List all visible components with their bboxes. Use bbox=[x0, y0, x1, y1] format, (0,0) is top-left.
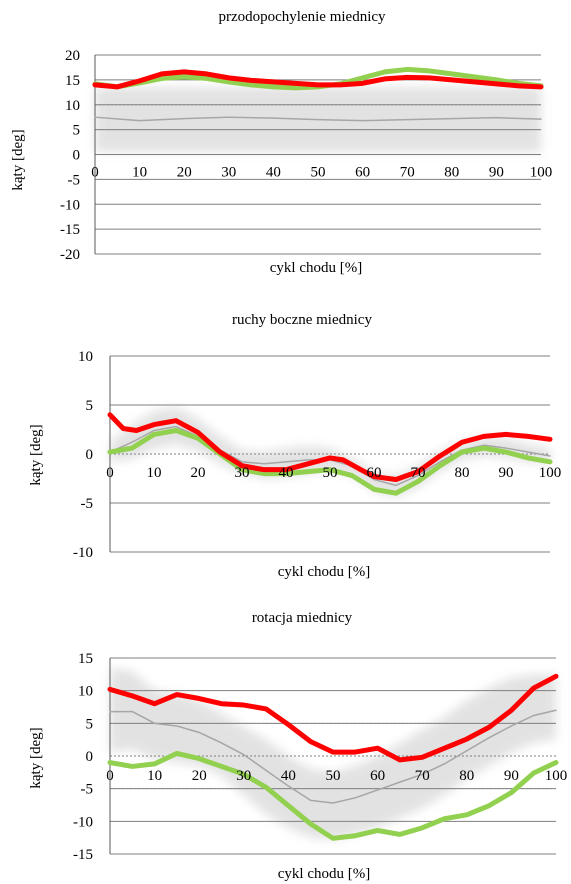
chart-title: przodopochylenie miednicy bbox=[218, 9, 386, 25]
y-tick-label: 10 bbox=[65, 98, 80, 114]
y-tick-label: -20 bbox=[60, 247, 80, 263]
chart-title: ruchy boczne miednicy bbox=[232, 312, 372, 328]
x-tick-label: 60 bbox=[370, 768, 385, 784]
y-tick-label: -5 bbox=[81, 782, 94, 798]
y-tick-label: 5 bbox=[86, 716, 94, 732]
x-tick-label: 50 bbox=[323, 465, 338, 481]
x-tick-label: 70 bbox=[411, 465, 426, 481]
x-tick-label: 40 bbox=[281, 768, 296, 784]
y-axis-title: kąty [deg] bbox=[28, 424, 44, 485]
y-tick-label: -5 bbox=[81, 496, 94, 512]
x-tick-label: 60 bbox=[367, 465, 382, 481]
x-tick-label: 80 bbox=[444, 165, 459, 181]
y-tick-label: -10 bbox=[73, 814, 93, 830]
x-tick-label: 40 bbox=[279, 465, 294, 481]
y-tick-label: 15 bbox=[78, 651, 93, 667]
x-tick-label: 80 bbox=[455, 465, 470, 481]
chart-title: rotacja miednicy bbox=[252, 610, 353, 626]
x-tick-label: 30 bbox=[236, 768, 251, 784]
x-tick-label: 90 bbox=[504, 768, 519, 784]
series-line-1 bbox=[107, 427, 553, 496]
y-tick-label: 0 bbox=[86, 447, 94, 463]
x-axis-title: cykl chodu [%] bbox=[270, 260, 362, 276]
x-tick-label: 60 bbox=[355, 165, 370, 181]
x-tick-label: 80 bbox=[459, 768, 474, 784]
y-tick-label: 5 bbox=[73, 123, 81, 139]
x-tick-label: 30 bbox=[235, 465, 250, 481]
x-tick-label: 10 bbox=[147, 768, 162, 784]
y-tick-label: -15 bbox=[73, 847, 93, 863]
y-axis-title: kąty [deg] bbox=[10, 129, 26, 190]
series-line-0 bbox=[109, 709, 557, 804]
x-tick-label: 0 bbox=[106, 465, 114, 481]
x-tick-label: 0 bbox=[91, 165, 99, 181]
series-line-2 bbox=[107, 673, 559, 763]
x-tick-label: 100 bbox=[530, 165, 553, 181]
x-tick-label: 20 bbox=[177, 165, 192, 181]
y-tick-label: -10 bbox=[73, 545, 93, 561]
y-tick-label: 10 bbox=[78, 684, 93, 700]
plot-area: -15 -10 -5 0 5 10 15 0 10 20 30 40 50 60 70 80 90 100 bbox=[73, 651, 567, 863]
y-tick-label: 5 bbox=[86, 398, 94, 414]
y-tick-label: 0 bbox=[73, 148, 81, 164]
reference-band bbox=[110, 406, 550, 498]
x-tick-label: 70 bbox=[415, 768, 430, 784]
x-tick-label: 10 bbox=[147, 465, 162, 481]
chart-pelvic-tilt: przodopochylenie miednicy kąty [deg] cyk… bbox=[10, 9, 552, 276]
y-tick-label: 10 bbox=[78, 349, 93, 365]
x-tick-label: 90 bbox=[489, 165, 504, 181]
x-tick-label: 100 bbox=[539, 465, 562, 481]
x-tick-label: 30 bbox=[221, 165, 236, 181]
x-tick-label: 100 bbox=[545, 768, 568, 784]
x-tick-label: 10 bbox=[132, 165, 147, 181]
x-tick-label: 20 bbox=[192, 768, 207, 784]
y-tick-label: 20 bbox=[65, 48, 80, 64]
chart-pelvic-obliquity: ruchy boczne miednicy kąty [deg] cykl ch… bbox=[28, 312, 561, 580]
x-axis-title: cykl chodu [%] bbox=[278, 564, 370, 580]
chart-pelvic-rotation: rotacja miednicy kąty [deg] cykl chodu [… bbox=[28, 610, 567, 882]
y-tick-label: -10 bbox=[60, 197, 80, 213]
x-tick-label: 20 bbox=[191, 465, 206, 481]
x-axis-title: cykl chodu [%] bbox=[278, 866, 370, 882]
y-tick-label: -5 bbox=[68, 172, 81, 188]
series-line-0 bbox=[94, 116, 542, 122]
series-line-1 bbox=[107, 750, 559, 841]
y-tick-label: -15 bbox=[60, 222, 80, 238]
x-tick-label: 50 bbox=[311, 165, 326, 181]
x-tick-label: 90 bbox=[499, 465, 514, 481]
series-line-2 bbox=[107, 412, 553, 482]
plot-area: -20 -15 -10 -5 0 5 10 15 20 0 10 20 30 40 50 60 70 80 90 10… bbox=[60, 48, 552, 263]
x-tick-label: 70 bbox=[400, 165, 415, 181]
series-line-2 bbox=[92, 69, 544, 90]
y-axis-title: kąty [deg] bbox=[28, 727, 44, 788]
y-tick-label: 0 bbox=[86, 749, 94, 765]
reference-band bbox=[110, 667, 556, 840]
x-tick-label: 50 bbox=[326, 768, 341, 784]
y-tick-label: 15 bbox=[65, 73, 80, 89]
x-tick-label: 0 bbox=[106, 768, 114, 784]
x-tick-label: 40 bbox=[266, 165, 281, 181]
